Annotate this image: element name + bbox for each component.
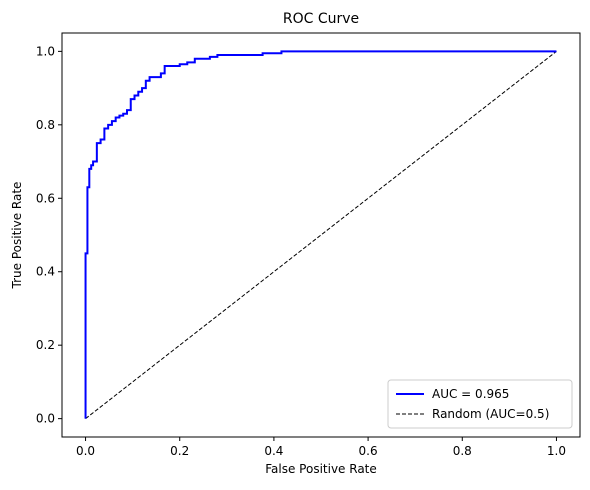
ticks-layer: 0.0 0.2 0.4 0.6 0.8 1.0 0.0 0.2 0.4 0.6 0.8 1.0 [36, 44, 566, 458]
legend-box [387, 379, 573, 429]
random-baseline-line [85, 50, 557, 420]
y-tick-label: 1.0 [36, 44, 55, 58]
y-tick-label: 0.2 [36, 338, 55, 352]
x-tick-label: 0.4 [264, 444, 283, 458]
legend-entry-label: Random (AUC=0.5) [432, 407, 549, 421]
y-axis-label: True Positive Rate [10, 182, 24, 290]
y-tick-label: 0.4 [36, 265, 55, 279]
y-tick-label: 0.6 [36, 191, 55, 205]
x-axis-label: False Positive Rate [265, 462, 377, 476]
x-tick-label: 0.0 [76, 444, 95, 458]
x-tick-label: 0.2 [170, 444, 189, 458]
x-tick-label: 0.6 [359, 444, 378, 458]
legend: AUC = 0.965 Random (AUC=0.5) [387, 379, 573, 429]
x-tick-label: 0.8 [453, 444, 472, 458]
y-tick-label: 0.8 [36, 118, 55, 132]
series-layer [84, 50, 557, 420]
legend-entry-label: AUC = 0.965 [432, 387, 509, 401]
roc-curve-line [84, 50, 557, 419]
x-tick-label: 1.0 [547, 444, 566, 458]
plot-frame [61, 32, 581, 438]
y-tick-label: 0.0 [36, 412, 55, 426]
chart-title: ROC Curve [283, 11, 359, 27]
